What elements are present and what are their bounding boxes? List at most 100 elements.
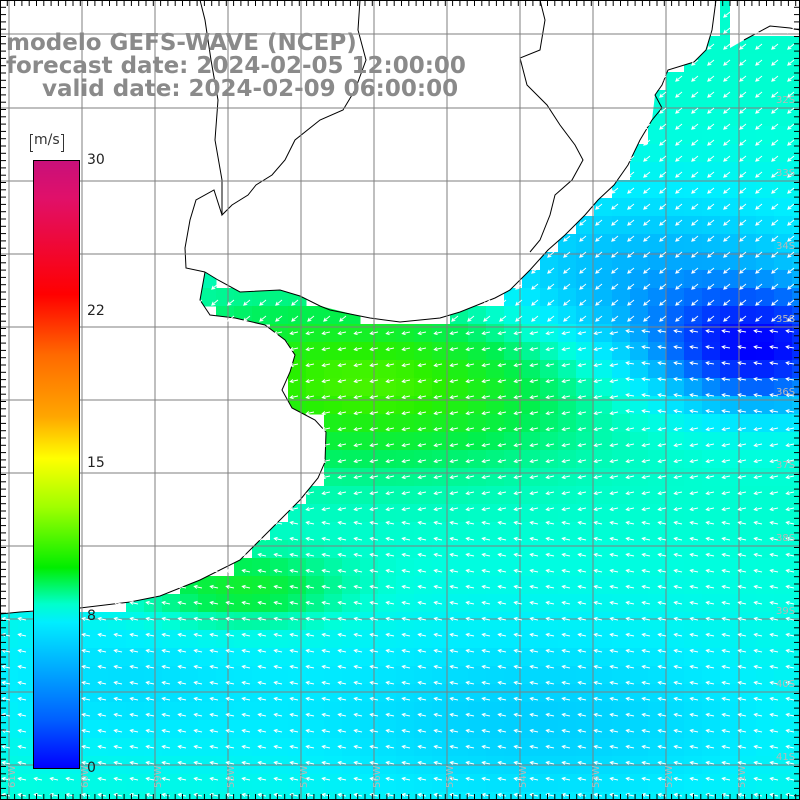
wind-speed-cell — [450, 540, 469, 559]
wind-arrow — [721, 475, 731, 480]
wind-speed-cell — [306, 702, 325, 721]
wind-arrow — [17, 648, 27, 653]
wind-arrow — [113, 616, 123, 621]
wind-arrow — [563, 315, 571, 322]
wind-speed-cell — [666, 144, 685, 163]
wind-arrow — [771, 123, 779, 130]
wind-speed-cell — [162, 648, 181, 667]
wind-speed-cell — [630, 342, 649, 361]
wind-arrow — [673, 792, 683, 797]
wind-speed-cell — [648, 630, 667, 649]
wind-arrow — [755, 283, 763, 290]
wind-arrow — [657, 648, 667, 653]
wind-speed-cell — [738, 720, 757, 739]
wind-arrow — [449, 568, 459, 573]
wind-arrow — [561, 552, 571, 557]
wind-arrow — [481, 475, 491, 480]
wind-arrow — [515, 283, 523, 290]
wind-arrow — [707, 155, 715, 162]
wind-arrow — [561, 696, 571, 701]
wind-arrow — [769, 536, 779, 541]
wind-arrow — [769, 616, 779, 621]
wind-arrow — [785, 664, 795, 669]
wind-arrow — [545, 443, 555, 448]
wind-arrow — [81, 792, 91, 797]
wind-speed-cell — [522, 414, 541, 433]
wind-speed-cell — [756, 540, 775, 559]
wind-speed-cell — [288, 702, 307, 721]
wind-arrow — [673, 712, 683, 717]
wind-arrow — [577, 443, 587, 448]
wind-speed-cell — [198, 792, 217, 800]
wind-arrow — [641, 760, 651, 765]
wind-arrow — [609, 632, 619, 637]
wind-speed-cell — [774, 630, 793, 649]
wind-arrow — [787, 75, 795, 82]
wind-speed-cell — [504, 594, 523, 613]
wind-speed-cell — [18, 612, 37, 631]
wind-speed-cell — [360, 576, 379, 595]
wind-speed-cell — [648, 504, 667, 523]
wind-speed-cell — [666, 450, 685, 469]
wind-arrow — [707, 315, 715, 322]
wind-speed-cell — [612, 648, 631, 667]
wind-speed-cell — [792, 162, 800, 181]
wind-speed-cell — [702, 216, 721, 235]
wind-arrow — [369, 363, 379, 368]
wind-speed-cell — [702, 486, 721, 505]
wind-arrow — [481, 395, 491, 400]
wind-speed-cell — [738, 54, 757, 73]
wind-arrow — [737, 696, 747, 701]
wind-speed-cell — [648, 414, 667, 433]
wind-arrow — [737, 760, 747, 765]
wind-speed-cell — [612, 738, 631, 757]
wind-speed-cell — [414, 666, 433, 685]
wind-speed-cell — [756, 360, 775, 379]
wind-speed-cell — [342, 630, 361, 649]
wind-arrow — [657, 776, 667, 781]
wind-speed-cell — [792, 216, 800, 235]
wind-speed-cell — [612, 774, 631, 793]
wind-speed-cell — [234, 612, 253, 631]
wind-arrow — [611, 299, 619, 306]
wind-arrow — [161, 776, 171, 781]
wind-arrow — [81, 776, 91, 781]
wind-arrow — [337, 379, 347, 384]
wind-arrow — [737, 329, 747, 334]
wind-arrow — [337, 648, 347, 653]
wind-arrow — [305, 776, 315, 781]
wind-arrow — [785, 648, 795, 653]
wind-arrow — [289, 568, 299, 573]
wind-arrow — [273, 776, 283, 781]
wind-speed-cell — [486, 324, 505, 343]
wind-arrow — [737, 536, 747, 541]
longitude-label: 53W — [591, 765, 602, 788]
wind-speed-cell — [468, 594, 487, 613]
wind-speed-cell — [396, 396, 415, 415]
wind-speed-cell — [720, 774, 739, 793]
wind-speed-cell — [486, 576, 505, 595]
wind-arrow — [785, 632, 795, 637]
wind-arrow — [643, 299, 651, 306]
wind-arrow — [787, 27, 795, 34]
wind-speed-cell — [630, 774, 649, 793]
wind-arrow — [689, 427, 699, 432]
wind-speed-cell — [738, 774, 757, 793]
wind-arrow — [401, 520, 411, 525]
wind-arrow — [689, 760, 699, 765]
wind-arrow — [513, 760, 523, 765]
wind-speed-cell — [198, 612, 217, 631]
wind-arrow — [353, 331, 363, 336]
wind-arrow — [465, 632, 475, 637]
wind-arrow — [401, 379, 411, 384]
wind-speed-cell — [738, 648, 757, 667]
wind-arrow — [385, 648, 395, 653]
wind-speed-cell — [198, 702, 217, 721]
wind-speed-cell — [612, 792, 631, 800]
wind-speed-cell — [360, 522, 379, 541]
wind-arrow — [289, 728, 299, 733]
wind-speed-cell — [180, 648, 199, 667]
wind-speed-cell — [342, 666, 361, 685]
wind-speed-cell — [738, 126, 757, 145]
wind-arrow — [609, 792, 619, 797]
